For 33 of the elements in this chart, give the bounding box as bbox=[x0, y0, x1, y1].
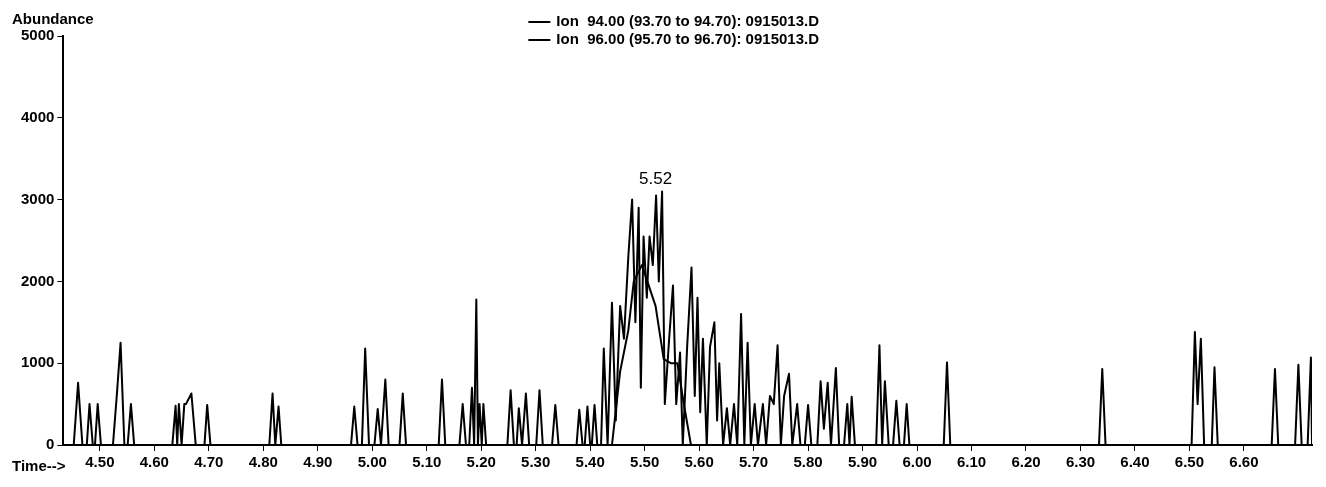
y-tick-label: 1000 bbox=[20, 353, 55, 371]
x-tick-label: 6.30 bbox=[1065, 453, 1096, 471]
x-tick-label: 4.70 bbox=[194, 453, 224, 471]
x-tick-label: 5.70 bbox=[739, 453, 769, 471]
legend-label: Ion 96.00 (95.70 to 96.70): 0915013.D bbox=[556, 29, 820, 47]
x-tick-label: 5.50 bbox=[630, 453, 660, 471]
annotation: 5.52 bbox=[639, 168, 673, 188]
x-tick-label: 6.10 bbox=[956, 453, 987, 471]
x-tick-label: 5.90 bbox=[847, 453, 878, 471]
x-tick-label: 5.80 bbox=[793, 453, 823, 471]
x-tick-label: 6.40 bbox=[1120, 453, 1150, 471]
y-axis-title: Abundance bbox=[12, 9, 94, 27]
x-axis-title: Time--> bbox=[12, 456, 66, 474]
y-tick-label: 3000 bbox=[20, 189, 55, 207]
x-tick-label: 5.10 bbox=[412, 453, 442, 471]
x-tick-label: 6.20 bbox=[1011, 453, 1041, 471]
x-tick-label: 6.00 bbox=[902, 453, 932, 471]
x-tick-label: 4.90 bbox=[303, 453, 333, 471]
x-tick-label: 4.60 bbox=[139, 453, 169, 471]
x-tick-label: 6.60 bbox=[1229, 453, 1259, 471]
y-tick-label: 4000 bbox=[20, 107, 55, 125]
legend-label: Ion 94.00 (93.70 to 94.70): 0915013.D bbox=[556, 11, 820, 29]
x-tick-label: 4.50 bbox=[85, 453, 115, 471]
x-tick-label: 5.20 bbox=[466, 453, 496, 471]
x-tick-label: 5.00 bbox=[357, 453, 387, 471]
y-tick-label: 2000 bbox=[20, 271, 55, 289]
y-tick-label: 0 bbox=[46, 435, 55, 453]
x-tick-label: 5.30 bbox=[521, 453, 551, 471]
x-tick-label: 5.60 bbox=[684, 453, 714, 471]
y-tick-label: 5000 bbox=[20, 26, 55, 44]
x-tick-label: 4.80 bbox=[248, 453, 278, 471]
x-tick-label: 6.50 bbox=[1174, 453, 1205, 471]
x-tick-label: 5.40 bbox=[575, 453, 605, 471]
